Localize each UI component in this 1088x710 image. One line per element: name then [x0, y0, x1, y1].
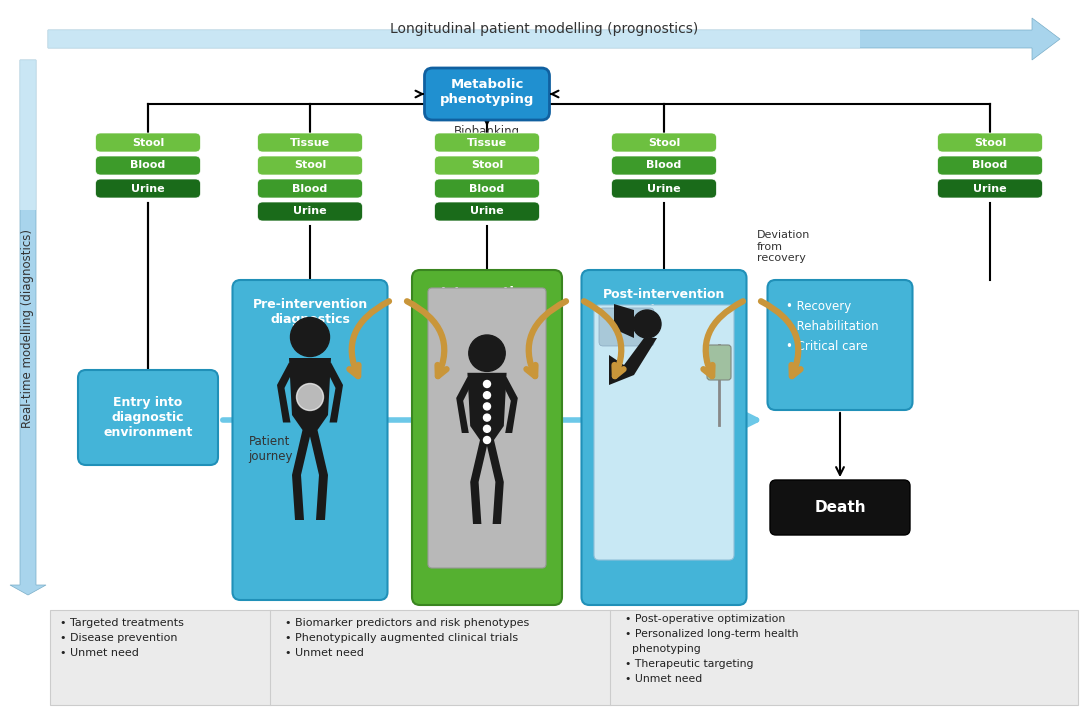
Circle shape — [483, 437, 491, 444]
Text: • Post-operative optimization: • Post-operative optimization — [625, 614, 786, 624]
Text: Biobanking: Biobanking — [454, 125, 520, 138]
Text: Tissue: Tissue — [289, 138, 330, 148]
FancyBboxPatch shape — [428, 288, 546, 568]
Circle shape — [469, 335, 505, 371]
FancyBboxPatch shape — [938, 133, 1042, 152]
Text: • Therapeutic targeting: • Therapeutic targeting — [625, 659, 754, 669]
Polygon shape — [20, 60, 36, 210]
Polygon shape — [485, 440, 504, 524]
Text: Death: Death — [814, 500, 866, 515]
FancyBboxPatch shape — [938, 156, 1042, 175]
Text: Real-time modelling (diagnostics): Real-time modelling (diagnostics) — [22, 229, 35, 427]
FancyBboxPatch shape — [611, 156, 717, 175]
Polygon shape — [309, 430, 327, 520]
Text: • Unmet need: • Unmet need — [60, 648, 139, 658]
Text: Blood: Blood — [469, 183, 505, 194]
Circle shape — [297, 383, 323, 410]
Text: Urine: Urine — [973, 183, 1006, 194]
Polygon shape — [48, 18, 1060, 60]
Text: • Unmet need: • Unmet need — [625, 674, 702, 684]
FancyBboxPatch shape — [258, 179, 362, 198]
FancyBboxPatch shape — [258, 156, 362, 175]
FancyBboxPatch shape — [581, 270, 746, 605]
Text: Stool: Stool — [974, 138, 1006, 148]
Polygon shape — [10, 60, 46, 595]
Polygon shape — [325, 363, 343, 422]
FancyBboxPatch shape — [233, 280, 387, 600]
Polygon shape — [468, 373, 507, 440]
Text: Entry into
diagnostic
environment: Entry into diagnostic environment — [103, 396, 193, 439]
Text: • Critical care: • Critical care — [786, 340, 867, 353]
Text: Deviation
from
recovery: Deviation from recovery — [756, 230, 809, 263]
Text: • Unmet need: • Unmet need — [285, 648, 363, 658]
Text: Longitudinal patient modelling (prognostics): Longitudinal patient modelling (prognost… — [390, 22, 698, 36]
Text: Intervention: Intervention — [441, 286, 533, 299]
FancyBboxPatch shape — [594, 305, 734, 560]
FancyBboxPatch shape — [258, 133, 362, 152]
FancyBboxPatch shape — [434, 156, 540, 175]
Text: Blood: Blood — [293, 183, 327, 194]
Text: Tissue: Tissue — [467, 138, 507, 148]
Circle shape — [483, 403, 491, 410]
Text: phenotyping: phenotyping — [625, 644, 701, 654]
Bar — [50, 610, 1078, 705]
Text: • Biomarker predictors and risk phenotypes: • Biomarker predictors and risk phenotyp… — [285, 618, 529, 628]
Text: Urine: Urine — [293, 207, 326, 217]
Text: • Phenotypically augmented clinical trials: • Phenotypically augmented clinical tria… — [285, 633, 518, 643]
Text: Blood: Blood — [973, 160, 1007, 170]
FancyBboxPatch shape — [96, 156, 200, 175]
Circle shape — [633, 310, 662, 338]
FancyBboxPatch shape — [258, 202, 362, 221]
Circle shape — [483, 392, 491, 399]
FancyBboxPatch shape — [434, 179, 540, 198]
Text: • Recovery: • Recovery — [786, 300, 851, 313]
Polygon shape — [456, 377, 473, 433]
FancyBboxPatch shape — [412, 270, 562, 605]
FancyBboxPatch shape — [434, 202, 540, 221]
Polygon shape — [614, 304, 634, 338]
Text: Blood: Blood — [131, 160, 165, 170]
FancyBboxPatch shape — [611, 133, 717, 152]
FancyBboxPatch shape — [938, 179, 1042, 198]
FancyBboxPatch shape — [767, 280, 913, 410]
Polygon shape — [289, 358, 331, 430]
Text: Metabolic
phenotyping: Metabolic phenotyping — [440, 78, 534, 106]
Text: Stool: Stool — [294, 160, 326, 170]
Text: Patient
journey: Patient journey — [248, 435, 293, 463]
Polygon shape — [48, 30, 860, 48]
FancyBboxPatch shape — [770, 480, 910, 535]
FancyBboxPatch shape — [78, 370, 218, 465]
Polygon shape — [609, 338, 657, 385]
Polygon shape — [470, 440, 489, 524]
Text: Urine: Urine — [132, 183, 164, 194]
Text: Post-intervention
outcome: Post-intervention outcome — [603, 288, 726, 316]
Text: Urine: Urine — [470, 207, 504, 217]
Polygon shape — [277, 363, 295, 422]
FancyBboxPatch shape — [599, 308, 654, 346]
FancyBboxPatch shape — [96, 179, 200, 198]
Polygon shape — [292, 430, 311, 520]
Text: Stool: Stool — [647, 138, 680, 148]
Text: • Disease prevention: • Disease prevention — [60, 633, 177, 643]
FancyBboxPatch shape — [96, 133, 200, 152]
Circle shape — [483, 381, 491, 388]
Text: • Targeted treatments: • Targeted treatments — [60, 618, 184, 628]
FancyBboxPatch shape — [611, 179, 717, 198]
FancyBboxPatch shape — [424, 68, 549, 120]
FancyBboxPatch shape — [434, 133, 540, 152]
Circle shape — [290, 317, 330, 356]
Text: • Personalized long-term health: • Personalized long-term health — [625, 629, 799, 639]
Circle shape — [483, 414, 491, 421]
Text: Stool: Stool — [471, 160, 503, 170]
Text: • Rehabilitation: • Rehabilitation — [786, 320, 878, 333]
Text: Urine: Urine — [647, 183, 681, 194]
Text: Pre-intervention
diagnostics: Pre-intervention diagnostics — [252, 298, 368, 326]
Text: Stool: Stool — [132, 138, 164, 148]
FancyBboxPatch shape — [707, 345, 731, 380]
Polygon shape — [500, 377, 518, 433]
Circle shape — [483, 425, 491, 432]
Text: Blood: Blood — [646, 160, 681, 170]
